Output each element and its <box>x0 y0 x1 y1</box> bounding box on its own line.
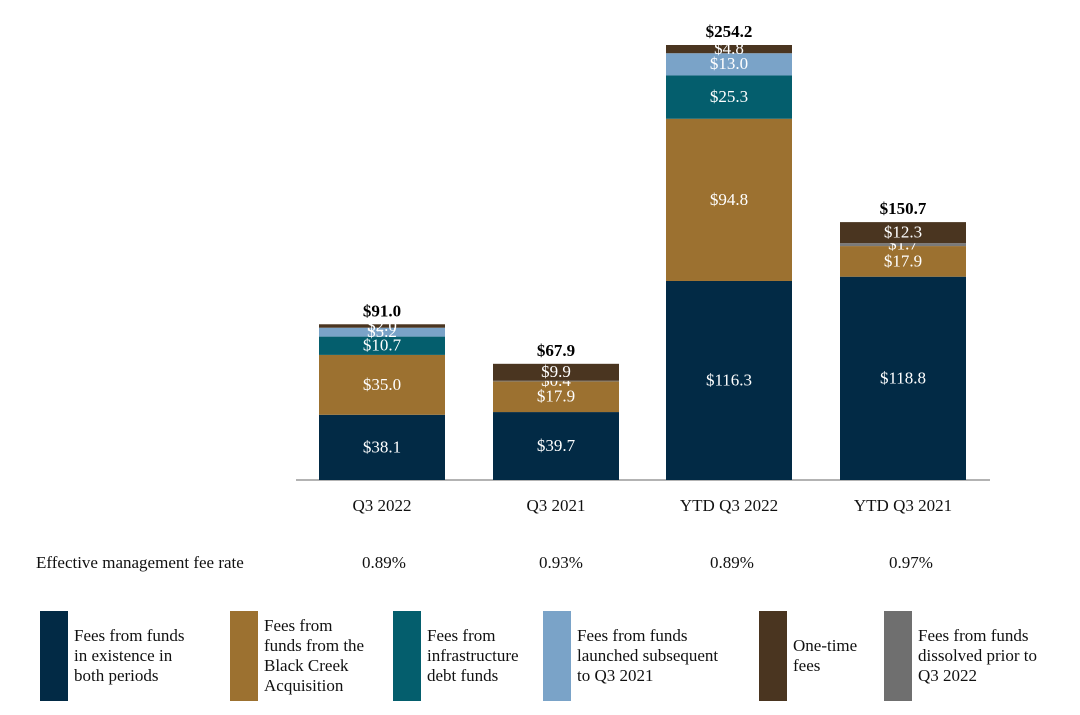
legend-text-line: Acquisition <box>264 676 344 695</box>
legend-item-existing-funds: Fees from funds in existence in both per… <box>40 610 184 702</box>
legend-text-line: Fees from funds <box>74 626 185 645</box>
segment-label-q3-2021: $9.9 <box>541 362 571 381</box>
legend-item-infrastructure-debt: Fees from infrastructure debt funds <box>393 610 519 702</box>
legend-text-line: launched subsequent <box>577 646 719 665</box>
bar-segment-fees-from-funds-in-existence-in-both-periods-ytd-q3-2021 <box>840 276 966 480</box>
legend-item-black-creek: Fees from funds from the Black Creek Acq… <box>230 610 364 702</box>
legend-swatch <box>759 611 787 701</box>
bar-segment-one-time-fees-ytd-q3-2022 <box>666 45 792 54</box>
legend-text-line: infrastructure <box>427 646 519 665</box>
legend-swatch <box>884 611 912 701</box>
x-tick-label-q3-2022: Q3 2022 <box>352 496 411 515</box>
x-tick-label-ytd-q3-2022: YTD Q3 2022 <box>680 496 778 515</box>
bar-segment-fees-from-funds-from-the-black-creek-acquisition-ytd-q3-2021 <box>840 246 966 277</box>
legend-text-line: Black Creek <box>264 656 349 675</box>
bar-segment-fees-from-infrastructure-debt-funds-q3-2022 <box>319 336 445 355</box>
stacked-bar-chart: $38.1$35.0$10.7$5.2$2.0$91.0Q3 2022$39.7… <box>296 22 990 515</box>
legend-swatch <box>393 611 421 701</box>
bar-segment-fees-from-funds-in-existence-in-both-periods-q3-2021 <box>493 412 619 480</box>
legend-text-line: debt funds <box>427 666 499 685</box>
bar-segment-one-time-fees-q3-2021 <box>493 363 619 381</box>
legend-text-line: Fees from <box>427 626 496 645</box>
x-tick-label-ytd-q3-2021: YTD Q3 2021 <box>854 496 952 515</box>
segment-label-q3-2022: $38.1 <box>363 437 401 456</box>
segment-label-ytd-q3-2022: $25.3 <box>710 87 748 106</box>
segment-label-q3-2021: $17.9 <box>537 387 575 406</box>
legend-text-line: Q3 2022 <box>918 666 978 685</box>
segment-label-ytd-q3-2022: $94.8 <box>710 190 748 209</box>
legend-text-line: Fees from <box>264 616 333 635</box>
segment-label-ytd-q3-2021: $118.8 <box>880 368 926 387</box>
bar-segment-fees-from-funds-in-existence-in-both-periods-ytd-q3-2022 <box>666 280 792 480</box>
segment-label-ytd-q3-2022: $4.8 <box>714 39 744 58</box>
bar-segment-fees-from-funds-from-the-black-creek-acquisition-q3-2021 <box>493 381 619 413</box>
fee-rate-ytd-q3-2022: 0.89% <box>710 553 754 572</box>
segment-label-ytd-q3-2021: $12.3 <box>884 223 922 242</box>
bar-segment-one-time-fees-q3-2022 <box>319 324 445 328</box>
segment-label-q3-2022: $35.0 <box>363 375 401 394</box>
bar-segment-fees-from-funds-in-existence-in-both-periods-q3-2022 <box>319 414 445 480</box>
bar-segment-one-time-fees-ytd-q3-2021 <box>840 222 966 244</box>
legend-text-line: dissolved prior to <box>918 646 1037 665</box>
segment-label-q3-2021: $39.7 <box>537 436 576 455</box>
fee-rate-title: Effective management fee rate <box>36 553 244 572</box>
legend-text-line: in existence in <box>74 646 173 665</box>
bar-segment-fees-from-funds-from-the-black-creek-acquisition-ytd-q3-2022 <box>666 118 792 281</box>
legend-item-one-time-fees: One-time fees <box>759 610 857 702</box>
total-label-ytd-q3-2021: $150.7 <box>880 199 927 218</box>
bar-segment-fees-from-funds-launched-subsequent-to-q3-2021-ytd-q3-2022 <box>666 53 792 76</box>
bar-segment-fees-from-funds-dissolved-prior-to-q3-2022-ytd-q3-2021 <box>840 243 966 247</box>
segment-label-ytd-q3-2022: $13.0 <box>710 54 748 73</box>
legend-swatch <box>230 611 258 701</box>
total-label-ytd-q3-2022: $254.2 <box>706 22 753 41</box>
fee-rate-q3-2022: 0.89% <box>362 553 406 572</box>
legend-text-line: funds from the <box>264 636 365 655</box>
bar-segment-fees-from-funds-from-the-black-creek-acquisition-q3-2022 <box>319 354 445 415</box>
bar-segment-fees-from-funds-launched-subsequent-to-q3-2021-q3-2022 <box>319 327 445 337</box>
legend-text-line: Fees from funds <box>918 626 1029 645</box>
legend-text-line: One-time <box>793 636 858 655</box>
legend-text-line: to Q3 2021 <box>577 666 654 685</box>
bar-segment-fees-from-funds-dissolved-prior-to-q3-2022-q3-2021 <box>493 380 619 382</box>
segment-label-ytd-q3-2022: $116.3 <box>706 370 752 389</box>
chart-legend: Fees from funds in existence in both per… <box>0 610 1080 710</box>
legend-swatch <box>40 611 68 701</box>
legend-text-line: fees <box>793 656 821 675</box>
legend-text-line: both periods <box>74 666 159 685</box>
total-label-q3-2021: $67.9 <box>537 341 575 360</box>
legend-swatch <box>543 611 571 701</box>
fee-rate-q3-2021: 0.93% <box>539 553 583 572</box>
total-label-q3-2022: $91.0 <box>363 301 401 320</box>
segment-label-ytd-q3-2021: $17.9 <box>884 251 922 270</box>
legend-item-dissolved-funds: Fees from funds dissolved prior to Q3 20… <box>884 610 1037 702</box>
fee-rate-ytd-q3-2021: 0.97% <box>889 553 933 572</box>
legend-text-line: Fees from funds <box>577 626 688 645</box>
x-tick-label-q3-2021: Q3 2021 <box>526 496 585 515</box>
legend-item-launched-subsequent: Fees from funds launched subsequent to Q… <box>543 610 718 702</box>
segment-label-q3-2022: $2.0 <box>367 316 397 335</box>
bar-segment-fees-from-infrastructure-debt-funds-ytd-q3-2022 <box>666 75 792 119</box>
segment-label-q3-2022: $10.7 <box>363 336 402 355</box>
